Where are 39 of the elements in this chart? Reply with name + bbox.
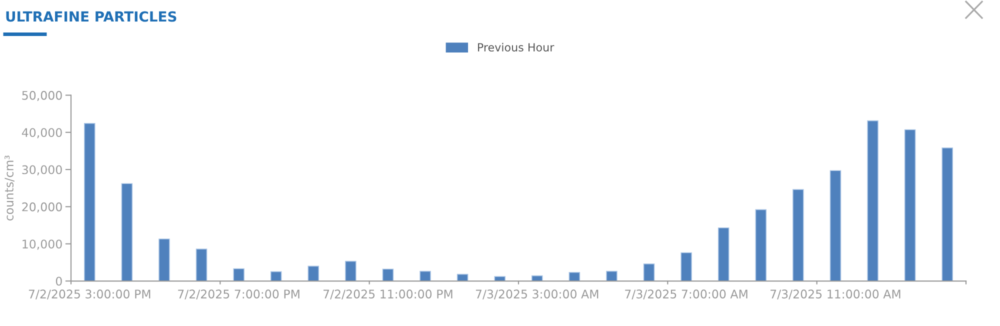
x-tick-label: 7/3/2025 7:00:00 AM: [625, 290, 748, 300]
bar: [270, 271, 282, 282]
bar: [904, 129, 916, 282]
bar: [568, 272, 580, 282]
bar: [308, 266, 320, 282]
bar: [233, 268, 244, 282]
y-tick-label: 50,000: [22, 90, 62, 102]
bar: [345, 260, 356, 282]
x-tick-label: 7/3/2025 11:00:00 AM: [770, 290, 900, 300]
y-axis-title: counts/cm³: [4, 156, 14, 221]
bar: [942, 148, 953, 282]
bar: [643, 263, 655, 282]
x-tick-label: 7/2/2025 3:00:00 PM: [28, 290, 150, 300]
bar: [494, 276, 506, 282]
chart-title: ULTRAFINE PARTICLES: [6, 11, 176, 22]
bar: [196, 248, 208, 282]
bar: [867, 120, 878, 282]
bar: [158, 238, 170, 282]
bar: [830, 170, 842, 282]
y-tick-label: 20,000: [22, 202, 62, 213]
bar: [420, 270, 431, 282]
bar: [792, 189, 804, 282]
y-tick-label: 40,000: [22, 128, 62, 138]
y-tick-label: 10,000: [22, 240, 62, 250]
bar: [718, 227, 730, 282]
bar: [121, 183, 133, 282]
bar: [84, 123, 96, 282]
bar: [606, 270, 618, 282]
bar: [532, 275, 543, 282]
bar: [680, 252, 692, 282]
x-tick-label: 7/2/2025 11:00:00 PM: [324, 290, 452, 300]
x-tick-label: 7/2/2025 7:00:00 PM: [178, 290, 300, 300]
x-tick-label: 7/3/2025 3:00:00 AM: [476, 290, 598, 300]
y-tick-label: 0: [56, 276, 62, 286]
y-tick-label: 30,000: [22, 165, 62, 176]
bar: [456, 274, 468, 282]
legend-label: Previous Hour: [478, 42, 554, 52]
bar: [382, 268, 394, 282]
bar: [755, 209, 767, 282]
